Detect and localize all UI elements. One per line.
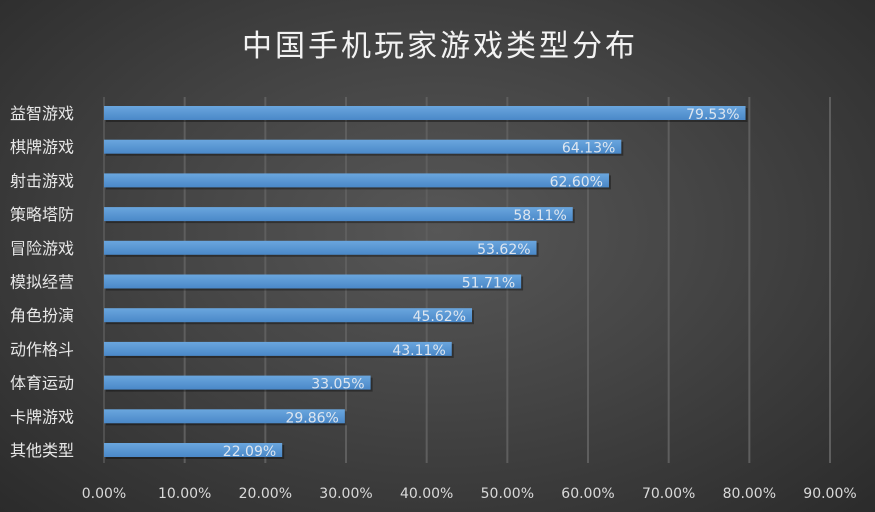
x-tick-label: 20.00% [239, 486, 292, 502]
data-label: 22.09% [223, 444, 276, 460]
bar [104, 375, 371, 390]
bar [104, 274, 522, 289]
category-label: 益智游戏 [10, 104, 74, 123]
bar [104, 308, 473, 323]
x-tick-label: 30.00% [319, 486, 372, 502]
data-label: 51.71% [462, 276, 515, 292]
category-label: 策略塔防 [10, 205, 74, 224]
x-tick-label: 10.00% [158, 486, 211, 502]
data-label: 33.05% [311, 377, 364, 393]
category-label: 其他类型 [10, 441, 74, 460]
bar [104, 106, 746, 120]
bar [104, 139, 622, 154]
x-tick-label: 60.00% [561, 486, 614, 502]
data-label: 62.60% [550, 174, 603, 190]
bar [104, 341, 452, 356]
data-label: 79.53% [686, 107, 739, 123]
x-tick-label: 70.00% [642, 486, 695, 502]
category-label: 体育运动 [10, 374, 74, 393]
chart-title: 中国手机玩家游戏类型分布 [242, 29, 638, 64]
bar [104, 207, 573, 222]
bar [104, 173, 609, 188]
category-label: 冒险游戏 [10, 239, 74, 258]
x-tick-label: 0.00% [82, 486, 126, 502]
category-label: 模拟经营 [10, 273, 74, 292]
bar [104, 240, 537, 255]
x-tick-label: 50.00% [481, 486, 534, 502]
bar [104, 409, 345, 424]
category-label: 动作格斗 [10, 340, 74, 359]
x-tick-label: 40.00% [400, 486, 453, 502]
data-label: 53.62% [477, 242, 530, 258]
category-label: 射击游戏 [10, 171, 74, 190]
category-label: 角色扮演 [10, 306, 74, 325]
x-tick-label: 90.00% [803, 486, 856, 502]
data-label: 64.13% [562, 141, 615, 157]
data-label: 58.11% [513, 208, 566, 224]
data-label: 43.11% [392, 343, 445, 359]
data-label: 29.86% [285, 410, 338, 426]
data-label: 45.62% [413, 309, 466, 325]
x-tick-label: 80.00% [723, 486, 776, 502]
category-label: 卡牌游戏 [10, 407, 74, 426]
bar [104, 443, 283, 457]
category-label: 棋牌游戏 [10, 138, 74, 157]
